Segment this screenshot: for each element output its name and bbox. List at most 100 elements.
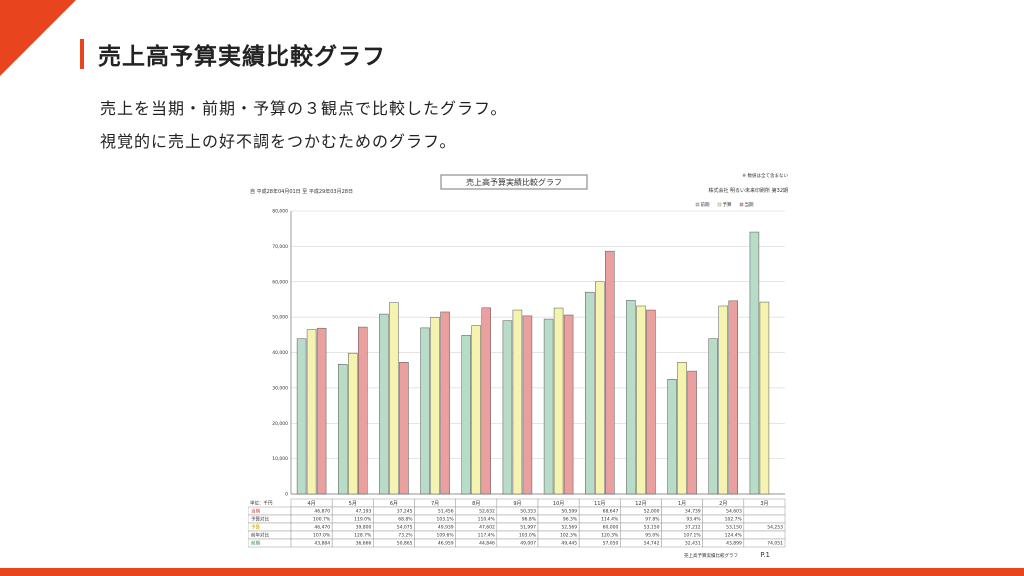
data-label: 46,959 xyxy=(438,541,454,547)
data-label: 93.4% xyxy=(686,517,701,523)
data-label: 49,007 xyxy=(520,541,536,547)
data-label: 51,997 xyxy=(520,525,536,531)
x-tick-label: 12月 xyxy=(635,501,646,507)
data-label: 124.4% xyxy=(725,533,743,539)
data-label: 54,603 xyxy=(726,509,742,515)
bar xyxy=(430,317,440,495)
data-label: 50,353 xyxy=(520,509,536,515)
data-label: 110.4% xyxy=(478,517,496,523)
x-tick-label: 5月 xyxy=(349,501,357,507)
data-label: 50,599 xyxy=(561,509,577,515)
data-label: 107.0% xyxy=(313,533,331,539)
data-label: 52,000 xyxy=(644,509,660,515)
data-label: 47,193 xyxy=(356,509,372,515)
data-label: 53,150 xyxy=(644,525,660,531)
data-label: 107.1% xyxy=(683,533,701,539)
data-label: 54,075 xyxy=(397,525,413,531)
report-title: 売上高予算実績比較グラフ xyxy=(466,177,562,187)
y-tick-label: 20,000 xyxy=(272,421,288,427)
bar xyxy=(389,302,399,495)
data-label: 74,051 xyxy=(767,541,783,547)
bar xyxy=(348,352,358,495)
data-label: 96.8% xyxy=(522,517,537,523)
bar xyxy=(296,338,307,495)
row-label: 前年対比 xyxy=(251,532,269,539)
data-label: 43,884 xyxy=(314,541,330,547)
row-label: 当期 xyxy=(251,508,260,515)
description-line-1: 売上を当期・前期・予算の３観点で比較したグラフ。 xyxy=(100,99,508,118)
legend-swatch xyxy=(739,202,744,207)
bar xyxy=(563,314,574,495)
legend-label: 予算 xyxy=(723,201,732,208)
bar xyxy=(461,335,471,495)
row-label: 予算対比 xyxy=(251,516,269,523)
data-label: 44,846 xyxy=(479,541,495,547)
corner-decoration xyxy=(0,0,76,76)
sales-comparison-chart: 売上高予算実績比較グラフ 自 平成28年04月01日 至 平成29年03月28日… xyxy=(248,172,788,559)
data-label: 37,245 xyxy=(397,509,413,515)
bar xyxy=(687,370,697,495)
legend-swatch xyxy=(717,202,722,207)
data-label: 52,569 xyxy=(561,525,577,531)
data-label: 51,456 xyxy=(438,509,454,515)
data-label: 53,150 xyxy=(726,525,742,531)
data-label: 32,431 xyxy=(685,541,701,547)
bar xyxy=(522,315,533,495)
unit-label: 単位：千円 xyxy=(250,500,273,507)
bar xyxy=(626,300,636,495)
data-label: 128.7% xyxy=(354,533,372,539)
data-label: 95.0% xyxy=(645,533,660,539)
data-label: 52,632 xyxy=(479,509,495,515)
data-label: 97.8% xyxy=(645,517,660,523)
x-tick-label: 3月 xyxy=(760,501,768,507)
data-label: 109.6% xyxy=(436,533,454,539)
data-label: 49,939 xyxy=(438,525,454,531)
data-label: 103.1% xyxy=(436,517,454,523)
bar xyxy=(585,291,595,495)
x-tick-label: 10月 xyxy=(553,501,564,507)
data-label: 73.2% xyxy=(398,533,413,539)
data-label: 102.7% xyxy=(725,517,743,523)
row-label: 予算 xyxy=(251,524,260,531)
y-tick-label: 10,000 xyxy=(272,456,288,462)
report-screenshot: 売上高予算実績比較グラフ 自 平成28年04月01日 至 平成29年03月28日… xyxy=(248,168,790,560)
bar xyxy=(749,231,760,495)
data-label: 36,666 xyxy=(356,541,372,547)
bar xyxy=(379,313,389,495)
report-note: ※ 数値は全て含まない xyxy=(742,172,788,179)
legend-label: 前期 xyxy=(701,201,710,208)
data-label: 54,742 xyxy=(644,541,660,547)
data-label: 54,253 xyxy=(767,525,783,531)
title-accent-bar xyxy=(80,39,84,69)
page-number: P.1 xyxy=(760,551,770,559)
y-tick-label: 70,000 xyxy=(272,244,288,250)
report-title-box xyxy=(440,174,588,190)
slide-title: 売上高予算実績比較グラフ xyxy=(98,44,386,70)
bar xyxy=(306,329,317,495)
description-line-2: 視覚的に売上の好不調をつかむためのグラフ。 xyxy=(100,132,457,151)
data-label: 50,865 xyxy=(397,541,413,547)
bar xyxy=(440,311,450,495)
bar xyxy=(759,301,770,495)
data-label: 43,899 xyxy=(726,541,742,547)
table-cell xyxy=(743,514,786,524)
data-label: 117.4% xyxy=(478,533,496,539)
x-tick-label: 7月 xyxy=(431,501,439,507)
report-company: 株式会社 明るい未来印刷所 第32期 xyxy=(708,187,788,194)
x-tick-label: 11月 xyxy=(594,501,605,507)
bar xyxy=(471,325,481,495)
data-label: 96.3% xyxy=(563,517,578,523)
bar xyxy=(677,362,687,495)
bar xyxy=(728,300,738,495)
bar xyxy=(636,305,646,495)
data-label: 120.3% xyxy=(601,533,619,539)
x-tick-label: 4月 xyxy=(307,501,315,507)
bar xyxy=(605,250,615,495)
bar xyxy=(420,327,430,495)
data-label: 100.7% xyxy=(313,517,331,523)
description: 売上を当期・前期・予算の３観点で比較したグラフ。 視覚的に売上の好不調をつかむた… xyxy=(100,92,507,158)
bar xyxy=(595,281,605,495)
chart-bars xyxy=(296,231,770,495)
x-tick-label: 8月 xyxy=(472,501,480,507)
